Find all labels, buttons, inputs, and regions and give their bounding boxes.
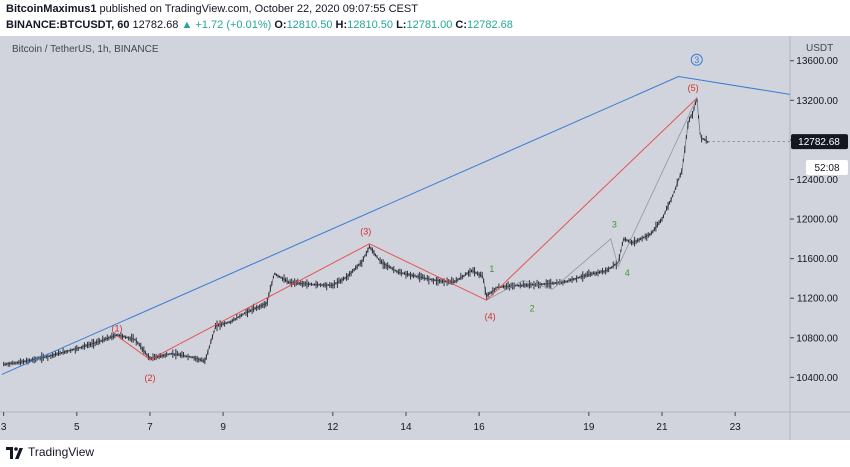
time-tick-label: 3 xyxy=(1,422,7,433)
wave-label-circle xyxy=(690,53,703,66)
chart-title: Bitcoin / TetherUS, 1h, BINANCE xyxy=(12,44,159,55)
wave-label: (2) xyxy=(144,373,155,383)
price-tick-label: 13200.00 xyxy=(796,96,838,107)
price-chart[interactable]: Bitcoin / TetherUS, 1h, BINANCE USDT (1)… xyxy=(0,36,850,440)
high-label: H: xyxy=(335,19,348,31)
bar-countdown: 52:08 xyxy=(814,163,839,174)
tradingview-logo-icon xyxy=(6,446,23,459)
price-tick-label: 11600.00 xyxy=(797,254,838,265)
time-tick-label: 16 xyxy=(474,422,486,433)
last-price-tag: 12782.68 52:08 xyxy=(791,134,848,175)
close-label: C: xyxy=(455,19,468,31)
time-tick-label: 7 xyxy=(147,422,153,433)
open-label: O: xyxy=(274,19,287,31)
last-price-tag-value: 12782.68 xyxy=(798,137,840,148)
wave-label: 3 xyxy=(612,220,617,230)
minor-wave-line xyxy=(486,98,698,301)
wave-label: (3) xyxy=(360,226,371,236)
price-tick-label: 13600.00 xyxy=(796,56,838,67)
chart-header: BitcoinMaximus1 published on TradingView… xyxy=(0,0,850,36)
axis-currency: USDT xyxy=(806,43,833,54)
published-text: published on TradingView.com, October 22… xyxy=(99,3,418,15)
wave-label: (4) xyxy=(485,312,496,322)
time-tick-label: 21 xyxy=(656,422,668,433)
price-axis[interactable] xyxy=(790,36,850,412)
primary-wave-line xyxy=(116,97,698,361)
low-label: L: xyxy=(396,19,407,31)
close-value: 12782.68 xyxy=(467,19,513,31)
wave-label: 4 xyxy=(625,268,630,278)
time-tick-label: 12 xyxy=(327,422,339,433)
price-change: ▲ +1.72 (+0.01%) xyxy=(181,19,272,31)
price-tick-label: 10800.00 xyxy=(796,333,838,344)
high-value: 12810.50 xyxy=(347,19,394,31)
price-tick-label: 12400.00 xyxy=(796,175,838,186)
footer: TradingView xyxy=(0,440,850,467)
price-tick-label: 10400.00 xyxy=(796,373,838,384)
time-tick-label: 9 xyxy=(220,422,226,433)
plot-area[interactable] xyxy=(0,36,790,412)
tradingview-logo-text: TradingView xyxy=(28,445,95,459)
low-value: 12781.00 xyxy=(406,19,453,31)
publisher-line: BitcoinMaximus1 published on TradingView… xyxy=(6,3,418,15)
wave-labels: (1) (2) (3) (4) (5) 1 2 3 4 3 xyxy=(112,53,703,383)
tradingview-logo[interactable]: TradingView xyxy=(6,445,94,459)
ohlc-line: BINANCE:BTCUSDT, 60 12782.68 ▲ +1.72 (+0… xyxy=(6,19,513,31)
time-tick-label: 5 xyxy=(74,422,80,433)
wave-label: 3 xyxy=(694,55,699,65)
time-axis-ticks: 3 5 7 9 12 14 16 19 21 23 xyxy=(1,412,741,433)
time-tick-label: 23 xyxy=(730,422,742,433)
wave-label: (1) xyxy=(112,323,123,333)
author-name[interactable]: BitcoinMaximus1 xyxy=(6,3,97,15)
price-tick-label: 12000.00 xyxy=(796,215,838,226)
wave-label: 2 xyxy=(530,304,535,314)
wave-label: (5) xyxy=(688,83,699,93)
wave-label: 1 xyxy=(489,264,494,274)
price-axis-ticks: 10400.00 10800.00 11200.00 11600.00 12000.00… xyxy=(790,56,838,384)
price-line xyxy=(3,97,708,365)
time-tick-label: 19 xyxy=(583,422,595,433)
time-tick-label: 14 xyxy=(400,422,412,433)
time-axis[interactable] xyxy=(0,412,850,440)
symbol-label[interactable]: BINANCE:BTCUSDT, 60 xyxy=(6,19,130,31)
price-tick-label: 11200.00 xyxy=(797,294,838,305)
trend-line xyxy=(1,76,791,375)
open-value: 12810.50 xyxy=(286,19,333,31)
last-price: 12782.68 xyxy=(132,19,179,31)
wave-lines xyxy=(1,76,791,375)
